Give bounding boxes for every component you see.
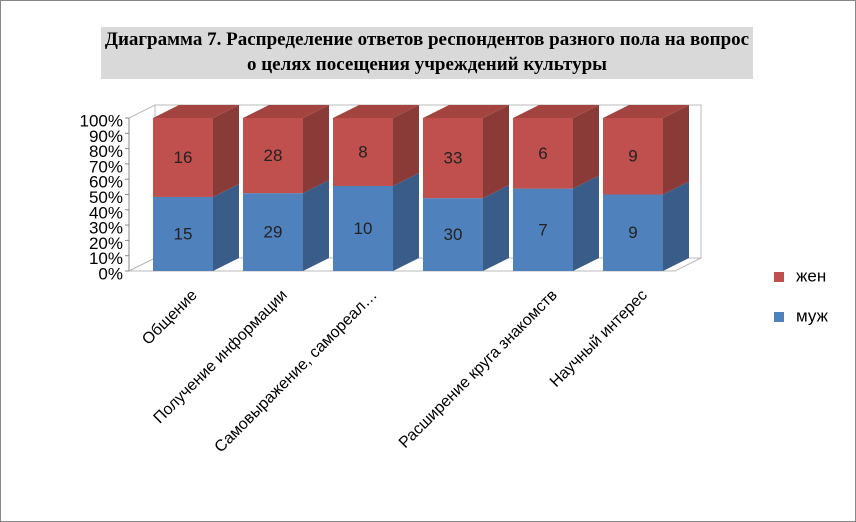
legend-swatch [774,272,784,282]
data-label: 10 [354,219,373,238]
y-tick-label: 100% [80,111,123,130]
bar [153,196,213,271]
bar-side [483,105,509,199]
bar-top [243,105,329,118]
bar-side [213,183,239,271]
data-label: 30 [444,225,463,244]
bar-side [393,173,419,271]
bar [423,118,483,199]
legend-label: муж [796,306,829,325]
y-tick-label: 90% [89,127,123,146]
x-tick-label: Самовыражение, самореал… [212,287,381,456]
bar [333,186,393,271]
bar-side [663,105,689,195]
bar-side [573,175,599,271]
y-tick-label: 40% [89,203,123,222]
data-label: 16 [174,148,193,167]
data-label: 9 [628,223,637,242]
y-tick-label: 80% [89,142,123,161]
x-tick-label: Научный интерес [547,287,651,391]
bar-side [303,180,329,271]
bar [153,118,213,197]
bar-side [303,105,329,194]
bar [603,118,663,195]
bar [603,194,663,271]
bar-top [423,105,509,118]
data-label: 6 [538,144,547,163]
legend-swatch [774,312,784,322]
bar [243,118,303,194]
bar-side [573,105,599,189]
legend-label: жен [796,266,826,285]
bar-side [213,105,239,197]
y-tick-label: 20% [89,234,123,253]
bar [513,188,573,271]
bar-top [333,105,419,118]
bar [513,118,573,189]
bar-top [603,105,689,118]
bar-top [153,105,239,118]
data-label: 9 [628,147,637,166]
data-label: 28 [264,146,283,165]
bar-side [663,181,689,271]
y-tick-label: 50% [89,188,123,207]
x-tick-label: Расширение круга знакомств [396,287,561,452]
data-label: 29 [264,223,283,242]
side-wall [128,104,156,272]
y-tick-label: 60% [89,173,123,192]
y-tick-label: 30% [89,219,123,238]
bar-side [393,105,419,186]
y-tick-label: 0% [98,264,123,283]
y-tick-label: 70% [89,157,123,176]
data-label: 15 [174,224,193,243]
bar-top [513,105,599,118]
bar-side [483,185,509,271]
bar [243,193,303,271]
x-tick-label: Общение [139,287,201,349]
data-label: 7 [538,220,547,239]
bar [423,198,483,271]
data-label: 8 [358,142,367,161]
data-label: 33 [444,149,463,168]
bar [333,118,393,186]
y-tick-label: 10% [89,249,123,268]
chart-title: Диаграмма 7. Распределение ответов респо… [101,27,753,79]
